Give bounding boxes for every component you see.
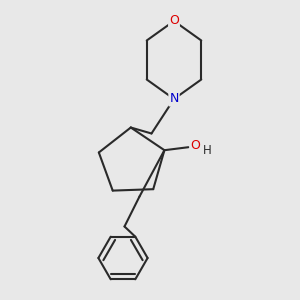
- Text: N: N: [169, 92, 179, 106]
- Text: H: H: [203, 144, 212, 157]
- Text: O: O: [169, 14, 179, 28]
- Text: O: O: [190, 139, 200, 152]
